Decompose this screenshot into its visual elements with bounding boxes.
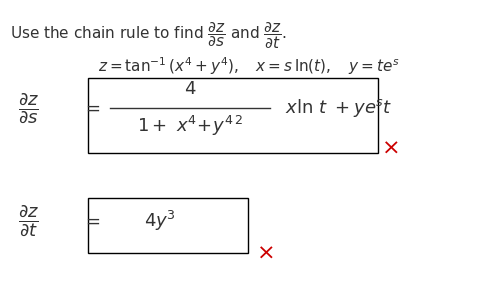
Text: $\times$: $\times$ [256,243,274,263]
Text: $\times$: $\times$ [381,138,399,158]
FancyBboxPatch shape [88,78,378,153]
Text: $4y^3$: $4y^3$ [144,209,176,233]
Text: $=$: $=$ [82,99,101,117]
FancyBboxPatch shape [88,198,248,253]
Text: $\dfrac{\partial z}{\partial s}$: $\dfrac{\partial z}{\partial s}$ [18,91,39,125]
Text: $4$: $4$ [184,80,196,98]
Text: $z = \tan^{-1}(x^4 + y^4),\quad x = s\,\ln(t),\quad y = te^s$: $z = \tan^{-1}(x^4 + y^4),\quad x = s\,\… [98,55,400,77]
Text: $1+\ x^4\!+\!y^4{}^{\,2}$: $1+\ x^4\!+\!y^4{}^{\,2}$ [137,114,244,138]
Text: $=$: $=$ [82,212,101,230]
Text: Use the chain rule to find $\dfrac{\partial z}{\partial s}$ and $\dfrac{\partial: Use the chain rule to find $\dfrac{\part… [10,20,287,51]
Text: $x\ln\,t\ +ye^s t$: $x\ln\,t\ +ye^s t$ [285,97,393,119]
Text: $\dfrac{\partial z}{\partial t}$: $\dfrac{\partial z}{\partial t}$ [18,203,39,239]
